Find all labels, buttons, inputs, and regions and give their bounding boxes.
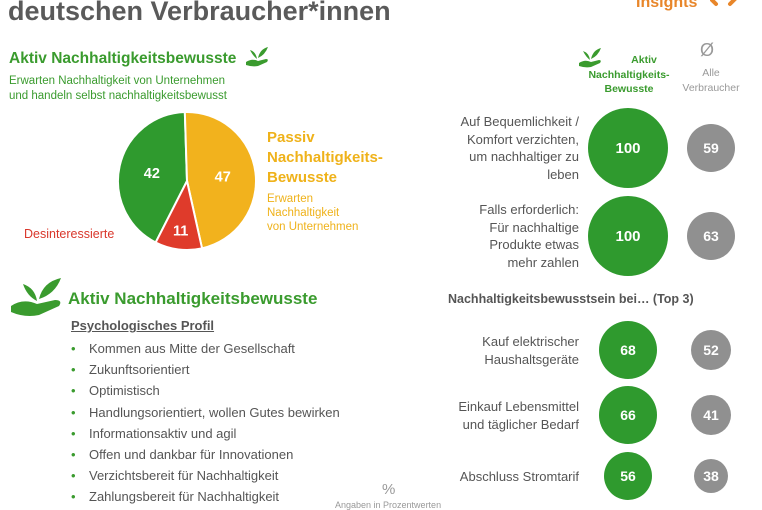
profile-item: • Informationsaktiv und agil bbox=[71, 423, 340, 444]
profile-item-text: Zukunftsorientiert bbox=[89, 362, 190, 378]
percent-symbol: % bbox=[382, 481, 396, 498]
profile-item-text: Verzichtsbereit für Nachhaltigkeit bbox=[89, 468, 279, 484]
bullet-icon: • bbox=[71, 404, 76, 420]
alle-value-circle: 41 bbox=[691, 395, 731, 435]
top3-heading: Nachhaltigkeitsbewusstsein bei… (Top 3) bbox=[448, 292, 694, 306]
aktiv-segment-title: Aktiv Nachhaltigkeitsbewusste bbox=[9, 50, 237, 67]
row-label-line: Abschluss Stromtarif bbox=[459, 469, 579, 484]
aktiv-value-circle: 56 bbox=[604, 452, 652, 500]
row-label-line: mehr zahlen bbox=[507, 254, 579, 270]
bullet-icon: • bbox=[71, 341, 76, 356]
alle-value-circle: 52 bbox=[691, 330, 731, 370]
alle-value-circle: 38 bbox=[694, 459, 728, 493]
alle-value-circle: 63 bbox=[687, 212, 735, 260]
aktiv-segment-description: Erwarten Nachhaltigkeit von Unternehmen … bbox=[9, 75, 228, 102]
aktiv-value-circle: 68 bbox=[599, 321, 657, 379]
profile-item: • Handlungsorientiert, wollen Gutes bewir… bbox=[71, 402, 340, 423]
bullet-icon: • bbox=[71, 362, 76, 378]
alle-value-circle: 59 bbox=[687, 124, 735, 172]
aktiv-value-circle: 100 bbox=[588, 108, 668, 188]
passiv-segment-title: Passiv Nachhaltigkeits- Bewusste bbox=[267, 129, 383, 186]
column-header-aktiv: Aktiv Nachhaltigkeits- Bewusste bbox=[588, 54, 670, 95]
bullet-icon: • bbox=[71, 383, 76, 399]
profile-item: • Kommen aus Mitte der Gesellschaft bbox=[71, 338, 340, 359]
row-label: Abschluss Stromtarif bbox=[460, 468, 579, 486]
profile-item: • Verzichtsbereit für Nachhaltigkeit bbox=[71, 465, 340, 486]
profile-item-text: Informationsaktiv und agil bbox=[89, 425, 237, 441]
brand-logo-icon bbox=[710, 0, 737, 6]
desinteressierte-label: Desinteressierte bbox=[24, 227, 115, 241]
row-label-line: Auf Bequemlichkeit / bbox=[460, 114, 579, 129]
row-label-line: Produkte etwas bbox=[489, 237, 579, 252]
pie-label-aktiv: 42 bbox=[144, 166, 160, 182]
aktiv-value-circle: 100 bbox=[588, 196, 668, 276]
row-label-line: leben bbox=[547, 166, 579, 182]
passiv-segment-description: Erwarten Nachhaltigkeit von Unternehmen bbox=[267, 193, 359, 233]
profile-item-text: Zahlungsbereit für Nachhaltigkeit bbox=[89, 489, 280, 505]
profile-list: • Kommen aus Mitte der Gesellschaft • Zukun… bbox=[71, 338, 340, 508]
row-label: Auf Bequemlichkeit / Komfort verzichten, u… bbox=[460, 113, 579, 183]
row-label-line: Einkauf Lebensmittel bbox=[458, 399, 579, 414]
profile-item-text: Handlungsorientiert, wollen Gutes bewirk… bbox=[89, 404, 340, 420]
profile-item: • Optimistisch bbox=[71, 380, 340, 401]
profile-item-text: Kommen aus Mitte der Gesellschaft bbox=[89, 341, 295, 356]
row-label: Einkauf Lebensmittel und täglicher Bedarf bbox=[458, 398, 579, 433]
pie-slice-aktiv bbox=[117, 111, 189, 244]
row-label: Falls erforderlich: Für nachhaltige Produk… bbox=[479, 201, 579, 271]
column-header-alle: Alle Verbraucher bbox=[682, 67, 740, 94]
bullet-icon: • bbox=[71, 468, 76, 484]
pie-slice-passiv bbox=[183, 111, 257, 250]
profile-item: • Zukunftsorientiert bbox=[71, 359, 340, 380]
profile-subheading: Psychologisches Profil bbox=[71, 318, 215, 333]
bullet-icon: • bbox=[71, 447, 76, 463]
brand-label: Insights bbox=[636, 0, 698, 11]
plant-hand-icon bbox=[579, 48, 601, 68]
bullet-icon: • bbox=[71, 425, 76, 441]
aktiv-value-circle: 66 bbox=[599, 386, 657, 444]
row-label-line: Komfort verzichten, bbox=[467, 131, 579, 147]
pie-slice-desinteressierte bbox=[154, 178, 204, 251]
pie-label-desinteressierte: 11 bbox=[173, 224, 188, 240]
row-label-line: Für nachhaltige bbox=[489, 219, 579, 235]
bullet-icon: • bbox=[71, 489, 76, 505]
profile-item: • Offen und dankbar für Innovationen bbox=[71, 444, 340, 465]
profile-heading: Aktiv Nachhaltigkeitsbewusste bbox=[68, 289, 318, 308]
row-label-line: und täglicher Bedarf bbox=[462, 416, 579, 432]
profile-item-text: Optimistisch bbox=[89, 383, 160, 399]
average-symbol: Ø bbox=[700, 40, 715, 60]
profile-item: • Zahlungsbereit für Nachhaltigkeit bbox=[71, 486, 340, 507]
row-label-line: Kauf elektrischer bbox=[482, 334, 579, 349]
row-label-line: um nachhaltiger zu bbox=[469, 149, 579, 164]
plant-hand-icon bbox=[11, 278, 61, 316]
pie-label-passiv: 47 bbox=[215, 169, 231, 185]
percent-note: Angaben in Prozentwerten bbox=[335, 500, 442, 510]
page-title: deutschen Verbraucher*innen bbox=[8, 0, 391, 26]
row-label: Kauf elektrischer Haushaltsgeräte bbox=[482, 333, 579, 368]
plant-hand-icon bbox=[246, 47, 268, 67]
row-label-line: Haushaltsgeräte bbox=[484, 351, 579, 367]
profile-item-text: Offen und dankbar für Innovationen bbox=[89, 447, 294, 463]
row-label-line: Falls erforderlich: bbox=[479, 202, 579, 217]
